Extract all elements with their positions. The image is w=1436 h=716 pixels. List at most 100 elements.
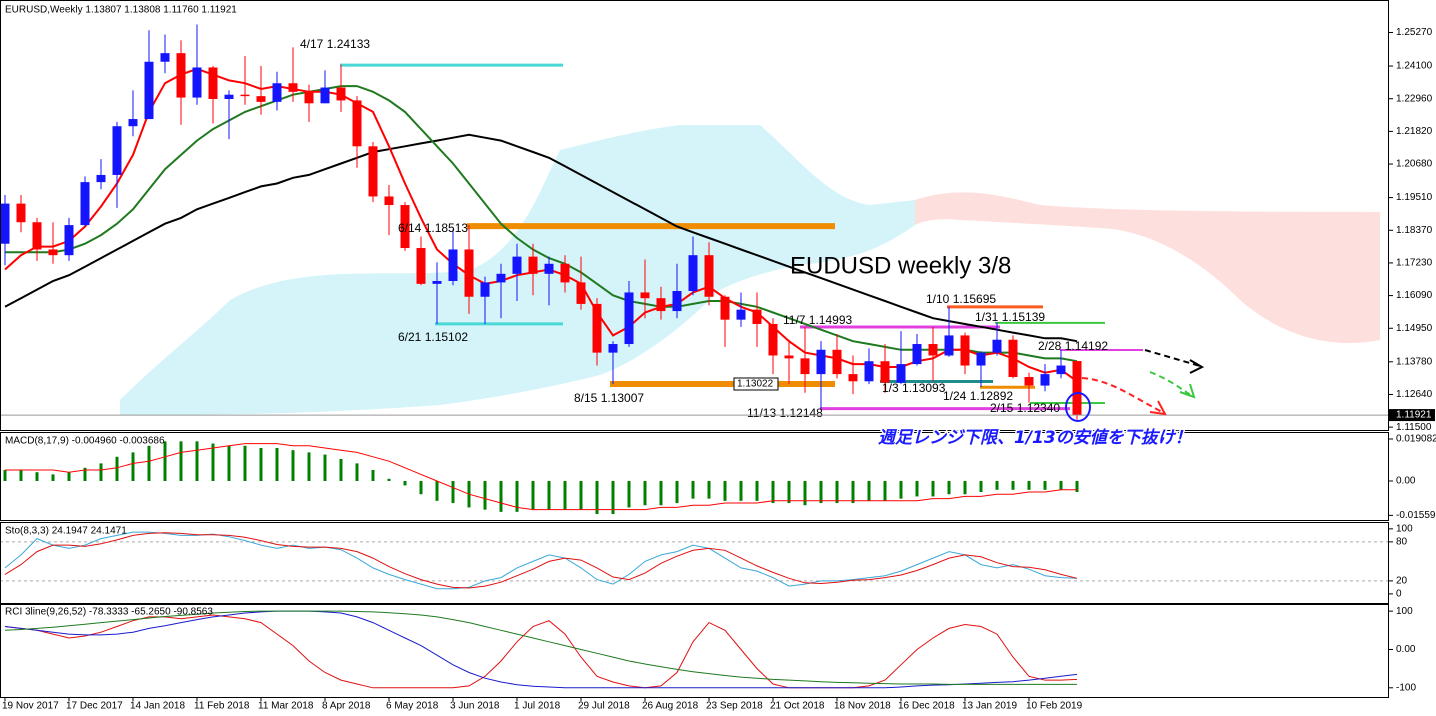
comment: 週足レンジ下限、1/13の安値を下抜け！ bbox=[878, 428, 1192, 448]
macd-bar bbox=[755, 481, 759, 501]
macd-bar bbox=[163, 441, 167, 482]
macd-bar bbox=[307, 452, 311, 482]
candle-body bbox=[624, 292, 634, 345]
level-label: 1.13022 bbox=[737, 379, 774, 390]
macd-bar bbox=[435, 481, 439, 501]
macd-bar bbox=[211, 443, 215, 482]
macd-bar bbox=[83, 467, 87, 482]
macd-bar bbox=[451, 481, 455, 504]
candle-body bbox=[208, 67, 218, 100]
y-tick-label: 0.00 bbox=[1396, 644, 1416, 655]
macd-bar bbox=[739, 481, 743, 501]
candle-body bbox=[176, 53, 186, 98]
indicator-line bbox=[4, 531, 1078, 590]
candle-body bbox=[304, 91, 314, 104]
y-tick-label: 80 bbox=[1396, 537, 1408, 548]
candle-body bbox=[1072, 361, 1082, 416]
candle-body bbox=[320, 87, 330, 104]
macd-bar bbox=[867, 481, 871, 501]
y-tick-label: 1.21820 bbox=[1396, 126, 1433, 137]
macd-bar bbox=[275, 447, 279, 482]
macd-bar bbox=[355, 463, 359, 482]
y-tick-label: 20 bbox=[1396, 576, 1408, 587]
level-label: 1/31 1.15139 bbox=[975, 310, 1045, 324]
level-label: 6/21 1.15102 bbox=[398, 330, 468, 344]
x-tick-label: 11 Mar 2018 bbox=[258, 701, 314, 712]
annotation: EUDUSD weekly 3/8 bbox=[790, 252, 1011, 279]
y-tick-label: 1.25270 bbox=[1396, 27, 1433, 38]
macd-bar bbox=[291, 450, 295, 482]
candle-body bbox=[464, 249, 474, 297]
macd-bar bbox=[963, 481, 967, 495]
price-label-box bbox=[733, 377, 779, 391]
macd-bar bbox=[595, 481, 599, 515]
macd-title: MACD(8,17,9) -0.004960 -0.003686 bbox=[5, 436, 165, 447]
x-tick-label: 17 Dec 2017 bbox=[66, 701, 123, 712]
candle-body bbox=[992, 339, 1002, 353]
candle-body bbox=[848, 374, 858, 382]
candle-body bbox=[672, 291, 682, 312]
candle-body bbox=[128, 119, 138, 127]
candle-body bbox=[256, 96, 266, 102]
macd-bar bbox=[147, 445, 151, 482]
x-tick-label: 16 Dec 2018 bbox=[898, 701, 955, 712]
macd-bar bbox=[483, 481, 487, 510]
candle-body bbox=[832, 349, 842, 375]
macd-bar bbox=[51, 474, 55, 482]
macd-bar bbox=[339, 458, 343, 482]
indicator-line bbox=[5, 85, 1078, 363]
candle-body bbox=[912, 344, 922, 365]
y-tick-label: 100 bbox=[1396, 606, 1413, 617]
candle-body bbox=[0, 203, 10, 244]
candle-body bbox=[784, 355, 794, 359]
candle-body bbox=[96, 174, 106, 183]
level-label: 8/15 1.13007 bbox=[574, 391, 644, 405]
candle-body bbox=[704, 255, 714, 297]
indicator-line bbox=[4, 610, 1077, 685]
candle-body bbox=[720, 296, 730, 320]
macd-bar bbox=[851, 481, 855, 504]
candle-body bbox=[736, 309, 746, 320]
indicator-line bbox=[4, 614, 1078, 689]
level-label: 1/24 1.12892 bbox=[943, 389, 1013, 403]
candle-body bbox=[528, 256, 538, 274]
macd-bar bbox=[771, 481, 775, 504]
candle-body bbox=[80, 182, 90, 226]
y-tick-label: 1.19510 bbox=[1396, 192, 1433, 203]
y-tick-label: 1.24100 bbox=[1396, 61, 1433, 72]
macd-bar bbox=[627, 481, 631, 508]
macd-bar bbox=[611, 481, 615, 515]
x-tick-label: 6 May 2018 bbox=[386, 701, 439, 712]
last-price-box bbox=[1389, 409, 1435, 422]
y-tick-label: 0.00 bbox=[1396, 476, 1416, 487]
candle-body bbox=[496, 273, 506, 283]
candle-body bbox=[608, 344, 618, 353]
plot: 1.25270 1.24100 1.22960 1.21820 1.20680 1.195… bbox=[0, 24, 1436, 712]
arrow-red bbox=[1081, 377, 1163, 413]
candle-body bbox=[48, 249, 58, 256]
candle-body bbox=[592, 303, 602, 353]
cloud-bear bbox=[915, 192, 1380, 344]
y-tick-label: 1.18370 bbox=[1396, 225, 1433, 236]
x-tick-label: 23 Sep 2018 bbox=[706, 701, 763, 712]
macd-bar bbox=[115, 456, 119, 482]
arrow-head bbox=[1189, 359, 1205, 374]
macd-bar bbox=[67, 472, 71, 482]
candle-body bbox=[960, 335, 970, 366]
main-panel-frame bbox=[0, 0, 1389, 431]
macd-bar bbox=[819, 481, 823, 504]
macd-bar bbox=[515, 481, 519, 512]
rci-title: RCI 3line(9,26,52) -78.3333 -65.2650 -90… bbox=[5, 607, 213, 618]
sto-title: Sto(8,3,3) 24.1947 24.1471 bbox=[5, 526, 127, 537]
macd-bar bbox=[35, 472, 39, 482]
candle-body bbox=[192, 67, 202, 98]
candle-body bbox=[560, 263, 570, 283]
candle-body bbox=[768, 323, 778, 356]
level-label: 1/3 1.13093 bbox=[882, 381, 946, 395]
y-tick-label: 0.019082 bbox=[1396, 434, 1436, 445]
y-tick-label: 100 bbox=[1396, 523, 1413, 534]
candle-body bbox=[432, 280, 442, 284]
x-tick-label: 26 Aug 2018 bbox=[642, 701, 699, 712]
chart-title: EURUSD,Weekly 1.13807 1.13808 1.11760 1.… bbox=[5, 5, 237, 16]
